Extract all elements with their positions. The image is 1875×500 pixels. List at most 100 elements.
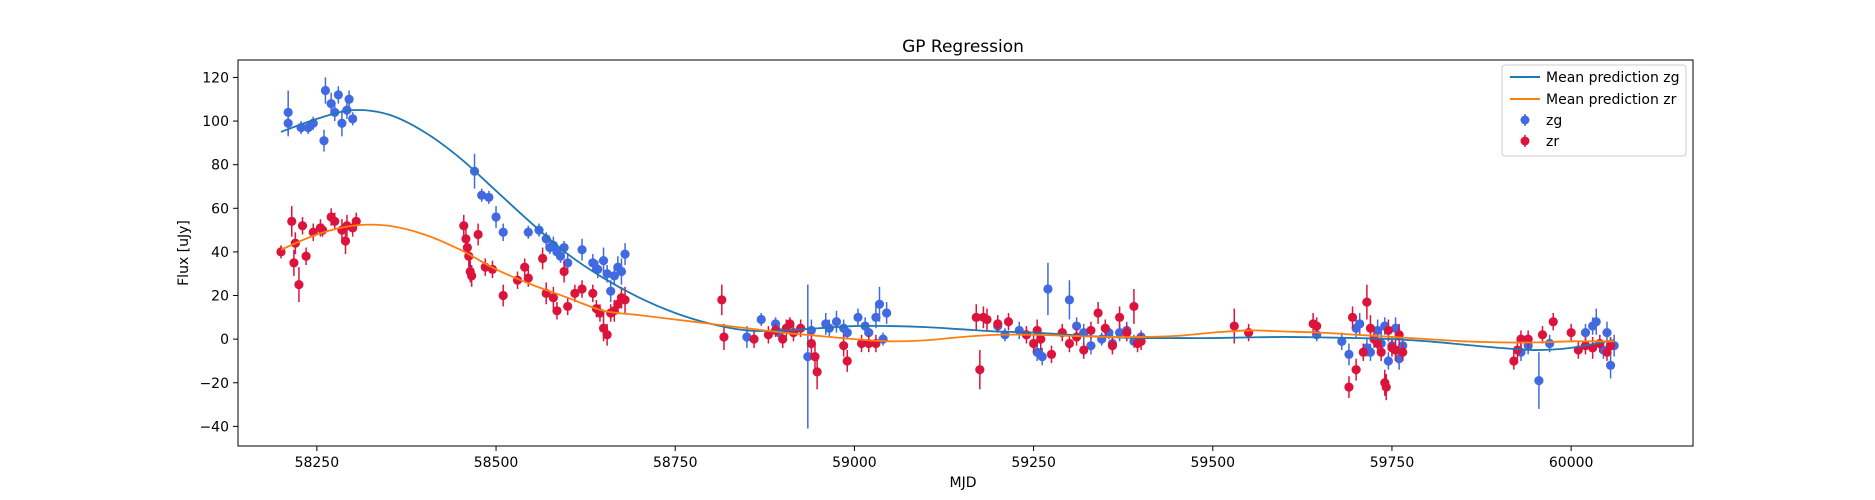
data-point-zr [812, 354, 822, 390]
x-axis-label: MJD [950, 475, 977, 491]
y-tick-label: 100 [202, 114, 229, 130]
data-point-zr [289, 249, 299, 276]
data-point-zg [283, 110, 293, 137]
series-zg-points [283, 77, 1619, 429]
x-tick-label: 58250 [295, 455, 340, 471]
data-point-zr [1373, 334, 1383, 353]
data-point-zg [874, 286, 885, 322]
data-point-zr [588, 284, 598, 303]
data-point-zr [1129, 288, 1139, 324]
data-point-zg [477, 188, 487, 202]
data-point-zg [756, 312, 766, 327]
data-point-zg [871, 306, 881, 329]
x-tick-label: 59000 [832, 455, 877, 471]
x-tick-label: 60000 [1549, 455, 1594, 471]
data-point-zr [577, 280, 587, 298]
data-point-zr [1064, 334, 1075, 353]
data-point-zg [523, 225, 533, 239]
data-point-zr [330, 212, 340, 231]
data-point-zr [1107, 336, 1118, 355]
data-point-zr [1548, 312, 1558, 331]
data-point-zr [1376, 343, 1386, 361]
data-point-zr [1115, 306, 1125, 329]
data-point-zr [1046, 345, 1057, 364]
data-point-zr [340, 227, 351, 255]
data-point-zr [1358, 343, 1368, 361]
data-point-zr [719, 323, 729, 351]
data-point-zr [563, 297, 573, 316]
plot-frame [237, 59, 1694, 447]
data-point-zr [1100, 319, 1110, 337]
data-point-zr [749, 330, 759, 348]
data-point-zg [491, 206, 501, 228]
y-tick-label: 0 [220, 332, 229, 348]
data-point-zg [484, 190, 494, 204]
x-tick-label: 58500 [474, 455, 519, 471]
legend-box [1501, 64, 1687, 157]
data-point-zg [853, 308, 863, 327]
data-point-zr [538, 247, 548, 270]
data-point-zr [1516, 330, 1526, 348]
data-point-zg [498, 223, 508, 242]
data-point-zr [1028, 334, 1039, 353]
data-point-zr [717, 284, 727, 316]
data-point-zr [294, 267, 304, 303]
data-point-zg [609, 267, 619, 285]
data-point-zr [1362, 284, 1372, 320]
data-point-zr [297, 217, 308, 235]
series-mean-prediction-zr-line [280, 223, 1615, 344]
series-mean-prediction-zg-line [280, 109, 1615, 351]
data-point-zg [577, 238, 587, 261]
data-point-zg [588, 254, 598, 272]
data-point-zr [1344, 376, 1354, 399]
data-point-zr [1003, 312, 1014, 331]
data-point-zg [1365, 343, 1376, 361]
y-tick-label: 60 [211, 201, 229, 217]
y-axis-label: Flux [uJy] [176, 220, 192, 286]
data-point-zg [1043, 262, 1053, 316]
data-point-zr [1566, 323, 1576, 342]
data-point-zr [1537, 326, 1548, 344]
data-point-zg [320, 77, 331, 104]
data-point-zg [1355, 312, 1365, 335]
legend: Mean prediction zg Mean prediction zr zg… [1501, 64, 1687, 157]
data-point-zg [616, 258, 627, 285]
data-point-zr [552, 302, 562, 320]
data-point-zg [882, 302, 892, 324]
data-point-zg [563, 254, 573, 272]
data-point-zr [971, 304, 981, 331]
data-point-zg [620, 243, 630, 265]
y-tick-label: 120 [202, 70, 229, 86]
data-point-zg [344, 90, 354, 108]
data-point-zr [1383, 319, 1393, 342]
data-point-zr [993, 315, 1003, 333]
data-point-zg [1037, 347, 1047, 366]
data-point-zr [559, 260, 569, 283]
data-point-zr [1509, 352, 1519, 370]
data-point-zr [287, 206, 297, 237]
data-point-zr [1136, 332, 1146, 351]
data-point-zr [982, 308, 992, 331]
data-point-zr [473, 223, 483, 246]
data-point-zr [1351, 358, 1361, 381]
y-tick-label: −20 [199, 376, 229, 392]
x-tick-label: 58750 [653, 455, 698, 471]
legend-label-zr: zr [1546, 134, 1559, 150]
data-point-zg [1534, 352, 1544, 409]
data-point-zg [831, 310, 842, 333]
legend-label-zr-mean: Mean prediction zr [1546, 92, 1677, 108]
data-point-zr [498, 284, 508, 307]
data-point-zg [1337, 332, 1347, 351]
data-point-zr [1381, 374, 1391, 401]
data-point-zr [1079, 341, 1089, 359]
data-point-zr [856, 334, 867, 353]
series-layer [276, 77, 1619, 429]
data-point-zr [785, 317, 795, 331]
data-point-zr [301, 247, 311, 265]
data-point-zr [1398, 343, 1408, 361]
data-point-zg [803, 284, 813, 429]
data-point-zr [548, 286, 558, 309]
chart-title: GP Regression [902, 37, 1024, 57]
data-point-zg [555, 249, 566, 263]
